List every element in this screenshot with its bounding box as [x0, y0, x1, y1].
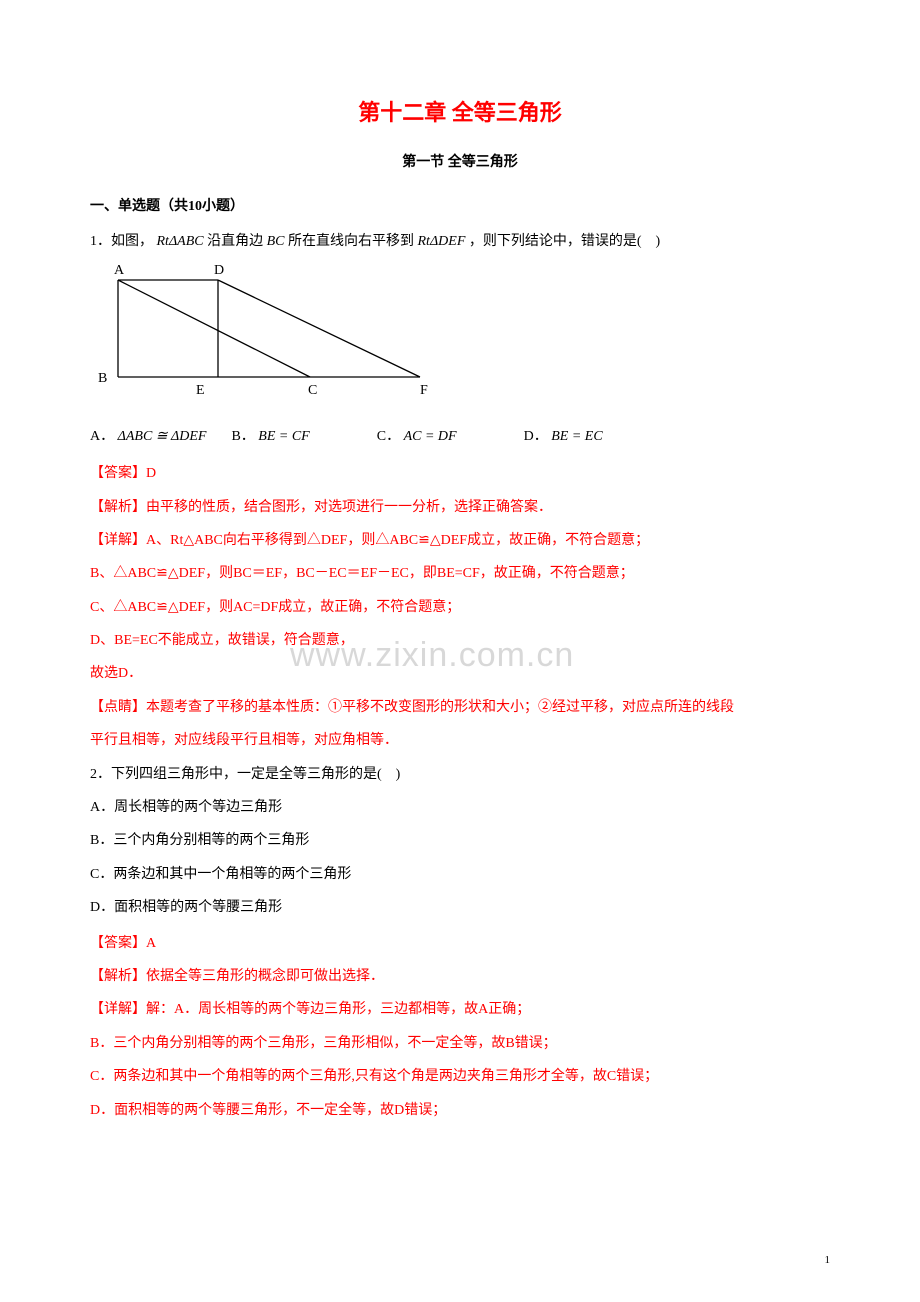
q1-optB-math: BE = CF	[258, 429, 309, 444]
page-number: 1	[825, 1249, 831, 1272]
q1-figure: A D B E C F	[90, 262, 830, 413]
part-title: 一、单选题（共10小题）	[90, 192, 830, 221]
label-A: A	[114, 263, 125, 278]
q1-dianjing-line2: 平行且相等，对应线段平行且相等，对应角相等．	[90, 726, 830, 755]
q1-dianjing-line1: 【点睛】本题考查了平移的基本性质：①平移不改变图形的形状和大小；②经过平移，对应…	[90, 693, 830, 722]
q2-answer: 【答案】A	[90, 929, 830, 958]
q1-prefix: 1．如图，	[90, 234, 153, 249]
q1-suffix: ，则下列结论中，错误的是( )	[469, 234, 660, 249]
q2-answer-block: 【答案】A 【解析】依据全等三角形的概念即可做出选择． 【详解】解：A．周长相等…	[90, 929, 830, 1125]
q1-mid2: 所在直线向右平移到	[288, 234, 418, 249]
q1-optC-label: C．	[377, 429, 400, 444]
q2-optD: D．面积相等的两个等腰三角形	[90, 893, 830, 922]
q2-detail-b: B．三个内角分别相等的两个三角形，三角形相似，不一定全等，故B错误；	[90, 1029, 830, 1058]
q1-detail-c: C、△ABC≌△DEF，则AC=DF成立，故正确，不符合题意；	[90, 593, 830, 622]
q1-analysis: 【解析】由平移的性质，结合图形，对选项进行一一分析，选择正确答案．	[90, 493, 830, 522]
label-B: B	[98, 371, 107, 386]
q1-prompt: 1．如图， RtΔABC 沿直角边 BC 所在直线向右平移到 RtΔDEF ，则…	[90, 227, 830, 256]
q2-prompt: 2．下列四组三角形中，一定是全等三角形的是( )	[90, 760, 830, 789]
q1-conclusion: 故选D．	[90, 659, 830, 688]
q1-detail-a: 【详解】A、Rt△ABC向右平移得到△DEF，则△ABC≌△DEF成立，故正确，…	[90, 526, 830, 555]
q1-optD-label: D．	[524, 429, 548, 444]
q2-detail-d: D．面积相等的两个等腰三角形，不一定全等，故D错误；	[90, 1096, 830, 1125]
label-C: C	[308, 383, 317, 398]
q2-optB: B．三个内角分别相等的两个三角形	[90, 826, 830, 855]
q2-optA: A．周长相等的两个等边三角形	[90, 793, 830, 822]
q1-math2: BC	[267, 234, 285, 249]
chapter-title: 第十二章 全等三角形	[90, 90, 830, 136]
q1-optA-label: A．	[90, 429, 114, 444]
label-F: F	[420, 383, 428, 398]
q1-math3: RtΔDEF	[418, 234, 466, 249]
q1-optB-label: B．	[231, 429, 254, 444]
q1-mid1: 沿直角边	[207, 234, 267, 249]
section-title: 第一节 全等三角形	[90, 148, 830, 177]
q1-detail-b: B、△ABC≌△DEF，则BC＝EF，BC－EC＝EF－EC，即BE=CF，故正…	[90, 559, 830, 588]
q1-detail-d: D、BE=EC不能成立，故错误，符合题意，	[90, 626, 830, 655]
q1-answer: 【答案】D	[90, 459, 830, 488]
q1-optA-math: ΔABC ≅ ΔDEF	[118, 429, 207, 444]
q1-options: A． ΔABC ≅ ΔDEF B． BE = CF C． AC = DF D． …	[90, 422, 830, 451]
label-D: D	[214, 263, 224, 278]
label-E: E	[196, 383, 205, 398]
q2-detail-a: 【详解】解：A．周长相等的两个等边三角形，三边都相等，故A正确；	[90, 995, 830, 1024]
q2-optC: C．两条边和其中一个角相等的两个三角形	[90, 860, 830, 889]
q2-detail-c: C．两条边和其中一个角相等的两个三角形,只有这个角是两边夹角三角形才全等，故C错…	[90, 1062, 830, 1091]
q1-optD-math: BE = EC	[551, 429, 602, 444]
q1-math1: RtΔABC	[157, 234, 204, 249]
q1-optC-math: AC = DF	[404, 429, 457, 444]
q1-answer-block: 【答案】D 【解析】由平移的性质，结合图形，对选项进行一一分析，选择正确答案． …	[90, 459, 830, 756]
q2-analysis: 【解析】依据全等三角形的概念即可做出选择．	[90, 962, 830, 991]
